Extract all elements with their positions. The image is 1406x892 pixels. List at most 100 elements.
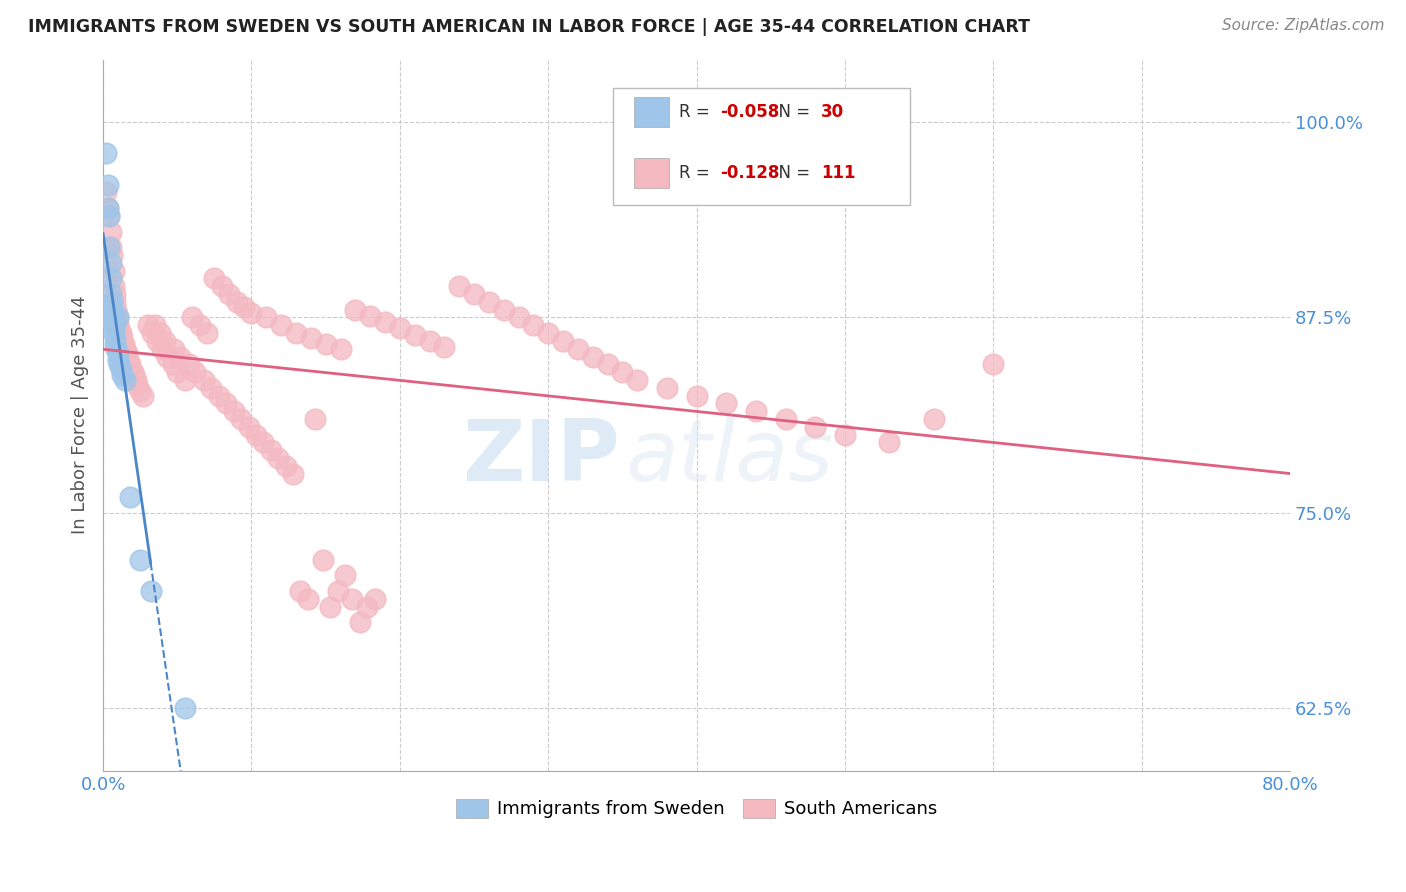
Point [107, 310, 129, 325]
Point [285, 326, 308, 340]
Point [103, 318, 125, 333]
Point [117, 352, 139, 367]
Point [685, 389, 707, 403]
Point [136, 318, 159, 333]
Point [114, 373, 136, 387]
Point [333, 568, 356, 582]
Point [173, 701, 195, 715]
Point [104, 294, 127, 309]
Point [215, 396, 238, 410]
Point [110, 326, 132, 340]
Point [121, 365, 143, 379]
Point [270, 318, 292, 333]
Point [834, 427, 856, 442]
Point [94, 186, 117, 200]
Point [108, 357, 131, 371]
Point [132, 389, 155, 403]
Point [363, 591, 385, 606]
Text: IMMIGRANTS FROM SWEDEN VS SOUTH AMERICAN IN LABOR FORCE | AGE 35-44 CORRELATION : IMMIGRANTS FROM SWEDEN VS SOUTH AMERICAN… [28, 18, 1031, 36]
Point [163, 342, 186, 356]
Point [319, 599, 342, 614]
Point [97, 201, 120, 215]
Point [374, 315, 396, 329]
Point [404, 327, 426, 342]
Point [184, 365, 207, 379]
Point [233, 300, 256, 314]
Point [745, 404, 768, 418]
Text: R =: R = [679, 163, 714, 182]
Point [229, 412, 252, 426]
Point [359, 309, 381, 323]
Point [118, 490, 141, 504]
Text: R =: R = [679, 103, 714, 121]
Point [100, 256, 122, 270]
Point [240, 306, 263, 320]
Point [211, 279, 233, 293]
Point [433, 340, 456, 354]
Point [100, 225, 122, 239]
Point [349, 615, 371, 630]
Point [129, 384, 152, 398]
Point [100, 271, 122, 285]
Point [145, 334, 167, 348]
Point [716, 396, 738, 410]
Text: N =: N = [768, 103, 815, 121]
Point [152, 342, 174, 356]
Point [508, 310, 530, 325]
Point [101, 310, 124, 325]
Point [208, 389, 231, 403]
Point [260, 443, 283, 458]
Point [143, 318, 166, 333]
Point [103, 263, 125, 277]
Point [388, 321, 411, 335]
Point [104, 318, 127, 333]
FancyBboxPatch shape [634, 97, 669, 128]
Text: ZIP: ZIP [461, 417, 620, 500]
Point [104, 337, 127, 351]
Point [188, 318, 211, 333]
Point [775, 412, 797, 426]
Y-axis label: In Labor Force | Age 35-44: In Labor Force | Age 35-44 [72, 296, 89, 534]
FancyBboxPatch shape [634, 158, 669, 187]
Point [111, 331, 134, 345]
Point [449, 279, 471, 293]
Point [107, 346, 129, 360]
Point [103, 326, 125, 340]
Point [356, 599, 378, 614]
Text: 111: 111 [821, 163, 856, 182]
Point [166, 365, 188, 379]
Point [195, 326, 218, 340]
Point [104, 331, 127, 345]
Point [551, 334, 574, 348]
Point [342, 591, 364, 606]
Point [181, 310, 204, 325]
Point [94, 146, 117, 161]
Point [141, 326, 163, 340]
Point [101, 315, 124, 329]
Point [97, 178, 120, 192]
Point [179, 357, 201, 371]
Point [125, 373, 148, 387]
Point [100, 287, 122, 301]
Point [155, 334, 177, 348]
Point [567, 342, 589, 356]
Point [108, 321, 131, 335]
Point [582, 350, 605, 364]
Point [112, 337, 135, 351]
Point [218, 287, 240, 301]
Point [110, 362, 132, 376]
Point [981, 357, 1004, 371]
Point [312, 552, 335, 566]
Point [522, 318, 544, 333]
Point [202, 271, 225, 285]
Text: N =: N = [768, 163, 815, 182]
Point [101, 294, 124, 309]
Point [111, 368, 134, 383]
Point [173, 373, 195, 387]
Point [98, 209, 121, 223]
Point [127, 377, 149, 392]
Legend: Immigrants from Sweden, South Americans: Immigrants from Sweden, South Americans [449, 792, 945, 826]
Point [274, 458, 297, 473]
Point [299, 331, 322, 345]
Point [596, 357, 619, 371]
